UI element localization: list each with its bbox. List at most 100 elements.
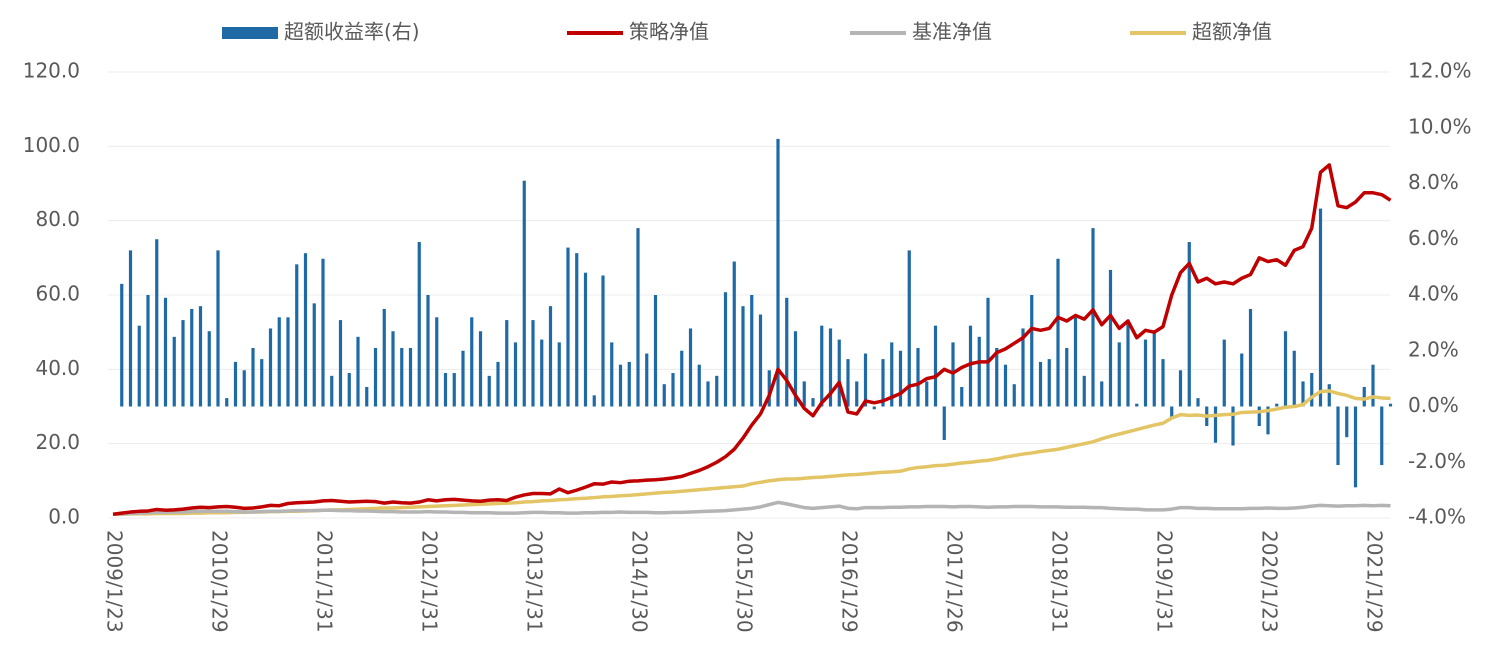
bar bbox=[688, 328, 693, 407]
y-tick-label: 20.0 bbox=[35, 430, 80, 454]
bar bbox=[277, 317, 281, 407]
line bbox=[112, 500, 1391, 517]
line bbox=[112, 163, 1392, 517]
x-tick-label: 2016/1/29 bbox=[838, 530, 862, 633]
bar bbox=[1108, 269, 1113, 407]
x-tick-label: 2019/1/31 bbox=[1153, 530, 1177, 633]
bar bbox=[198, 306, 203, 407]
legend-label: 超额净值 bbox=[1192, 20, 1272, 44]
legend-swatch bbox=[222, 27, 278, 39]
bar bbox=[960, 386, 964, 407]
bar bbox=[233, 361, 238, 407]
y-tick-label: 80.0 bbox=[35, 207, 80, 231]
bar bbox=[478, 331, 483, 407]
bar bbox=[1126, 320, 1130, 407]
bar bbox=[172, 336, 176, 407]
bar bbox=[303, 253, 308, 407]
bar bbox=[242, 370, 246, 407]
bar bbox=[496, 361, 500, 407]
bar bbox=[1240, 353, 1244, 407]
bar bbox=[163, 297, 168, 407]
bar bbox=[636, 228, 640, 407]
bar bbox=[872, 406, 876, 410]
y-tick-label: 100.0 bbox=[23, 133, 80, 157]
bar bbox=[916, 347, 920, 407]
y2-tick-label: -2.0% bbox=[1408, 449, 1466, 473]
x-tick-label: 2015/1/30 bbox=[733, 530, 757, 633]
bar bbox=[1073, 317, 1078, 407]
bar bbox=[566, 247, 570, 407]
bar bbox=[1038, 361, 1043, 407]
bar bbox=[846, 359, 850, 407]
x-tick-label: 2013/1/31 bbox=[523, 530, 547, 633]
y2-tick-label: 6.0% bbox=[1408, 226, 1459, 250]
bar bbox=[1065, 347, 1069, 407]
bar bbox=[706, 381, 710, 407]
bar bbox=[1362, 386, 1366, 407]
bar bbox=[881, 359, 885, 407]
y-tick-label: 120.0 bbox=[23, 59, 80, 83]
bar bbox=[260, 359, 264, 407]
bar bbox=[1030, 295, 1034, 407]
bar bbox=[1117, 342, 1121, 407]
bar bbox=[1283, 331, 1288, 407]
bar bbox=[890, 342, 894, 407]
legend-label: 策略净值 bbox=[629, 20, 709, 44]
bar bbox=[426, 295, 430, 407]
line bbox=[113, 389, 1391, 517]
bar bbox=[470, 317, 474, 407]
bar bbox=[1345, 406, 1349, 438]
bar bbox=[1100, 381, 1104, 407]
x-tick-label: 2014/1/30 bbox=[628, 530, 652, 633]
bar bbox=[155, 239, 159, 407]
bar bbox=[898, 350, 903, 407]
bar bbox=[1047, 359, 1051, 407]
bar bbox=[1143, 339, 1148, 407]
bar bbox=[723, 292, 728, 407]
bar bbox=[1292, 350, 1296, 407]
y2-tick-label: 12.0% bbox=[1408, 59, 1472, 83]
bar bbox=[1310, 373, 1314, 407]
bar bbox=[356, 336, 360, 407]
bar bbox=[968, 325, 973, 407]
bar bbox=[732, 261, 736, 407]
bar bbox=[1336, 406, 1340, 466]
bar bbox=[513, 342, 518, 407]
x-tick-label: 2010/1/29 bbox=[208, 530, 232, 633]
bar bbox=[435, 317, 439, 407]
bar bbox=[575, 253, 579, 407]
y2-tick-label: 4.0% bbox=[1408, 282, 1459, 306]
legend-label: 超额收益率(右) bbox=[284, 20, 420, 44]
bar bbox=[557, 342, 561, 407]
bar bbox=[443, 373, 448, 407]
bar bbox=[1371, 364, 1375, 407]
x-tick-label: 2021/1/29 bbox=[1363, 530, 1387, 633]
bar bbox=[1056, 258, 1060, 407]
bar bbox=[391, 331, 395, 407]
y-tick-label: 0.0 bbox=[48, 505, 80, 529]
bar bbox=[863, 353, 868, 407]
bar bbox=[408, 347, 413, 407]
bar bbox=[995, 347, 999, 407]
bar bbox=[653, 295, 658, 407]
bar bbox=[741, 306, 745, 407]
bar bbox=[1301, 381, 1305, 407]
bar bbox=[785, 297, 789, 407]
bar bbox=[452, 373, 456, 407]
bar bbox=[1161, 359, 1165, 407]
bar bbox=[942, 406, 946, 440]
bar bbox=[583, 272, 588, 407]
bar bbox=[933, 325, 938, 407]
bar bbox=[268, 328, 273, 407]
bar bbox=[820, 325, 824, 407]
bar bbox=[627, 361, 631, 407]
bar bbox=[128, 250, 133, 407]
y-tick-label: 60.0 bbox=[35, 282, 80, 306]
bar bbox=[750, 295, 754, 407]
bar bbox=[1196, 398, 1200, 407]
bar bbox=[373, 347, 378, 407]
bar bbox=[767, 370, 771, 407]
bar bbox=[855, 381, 859, 407]
bar bbox=[1187, 242, 1191, 407]
bar bbox=[321, 258, 325, 407]
